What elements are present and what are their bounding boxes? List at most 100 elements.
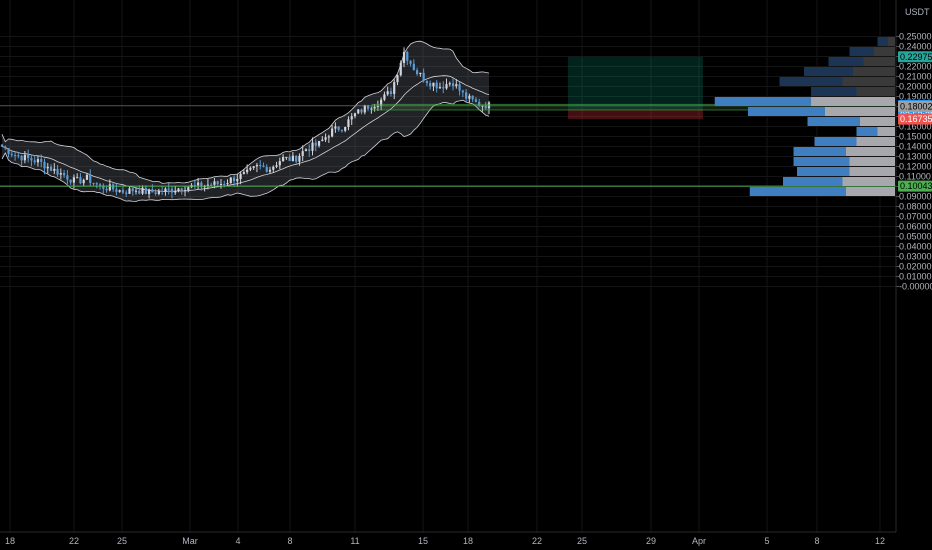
candle-body — [272, 166, 275, 170]
candle-body — [259, 165, 262, 167]
candle-body — [321, 139, 324, 141]
candle-body — [406, 51, 409, 61]
candle-body — [219, 183, 223, 185]
candle-body — [301, 151, 304, 156]
candle-body — [13, 154, 17, 156]
candle-body — [295, 155, 298, 162]
price-label: 0.11000 — [899, 172, 931, 182]
candle-body — [389, 91, 393, 94]
candle-body — [366, 105, 370, 109]
time-label: 25 — [577, 536, 587, 546]
candle-body — [92, 182, 95, 184]
price-label: 0.19000 — [899, 92, 932, 102]
price-tag — [898, 113, 932, 125]
vp-down-bar — [849, 167, 895, 176]
candle-body — [138, 190, 141, 194]
candle-body — [236, 179, 239, 182]
candle-body — [249, 167, 252, 170]
candle-body — [56, 168, 59, 175]
candle-body — [59, 173, 62, 175]
price-label: 0.03000 — [899, 252, 932, 262]
vp-up-bar — [779, 77, 843, 86]
vp-down-bar — [888, 37, 895, 46]
time-label: 5 — [764, 536, 769, 546]
candle-body — [285, 156, 288, 158]
candle-body — [442, 87, 445, 89]
candle-body — [174, 191, 177, 193]
time-label: 12 — [875, 536, 885, 546]
candle-body — [471, 95, 474, 100]
candle-body — [265, 167, 268, 172]
vp-down-bar — [874, 47, 895, 56]
vp-down-bar — [863, 57, 895, 66]
price-label: 0.16000 — [899, 122, 932, 132]
candle-body — [298, 155, 301, 162]
candle-body — [438, 87, 442, 89]
candle-body — [66, 175, 69, 180]
candle-body — [170, 188, 174, 193]
time-label: 11 — [350, 536, 359, 546]
candle-body — [373, 106, 376, 109]
vp-down-bar — [856, 137, 895, 146]
time-label: 18 — [5, 536, 15, 546]
candle-body — [226, 182, 229, 185]
candle-body — [239, 173, 242, 180]
candle-body — [49, 166, 53, 171]
candle-body — [435, 82, 438, 89]
candle-body — [17, 155, 20, 157]
candle-body — [141, 187, 144, 194]
candle-body — [386, 91, 389, 95]
price-label: 0.14000 — [899, 142, 932, 152]
long-position-tool[interactable] — [371, 56, 897, 120]
candle-body — [344, 127, 347, 131]
candle-body — [183, 190, 187, 192]
price-label: 0.20000 — [899, 82, 932, 92]
price-label: 0.04000 — [899, 242, 932, 252]
time-axis[interactable]: 18 22 25 Mar 4 8 11 15 18 22 25 29 Apr 5 8 12 — [0, 531, 896, 546]
candle-body — [33, 160, 36, 163]
candle-body — [399, 62, 402, 76]
candle-body — [412, 63, 415, 71]
candle-body — [164, 188, 167, 192]
candle-body — [154, 192, 157, 194]
price-tag-label: 0.22975 — [900, 52, 932, 62]
candle-body — [281, 157, 285, 162]
candle-body — [115, 189, 118, 192]
candle-body — [474, 99, 478, 102]
candle-body — [432, 82, 435, 87]
candle-body — [232, 177, 236, 182]
candle-body — [396, 75, 399, 83]
time-label: 8 — [814, 536, 819, 546]
price-tag-label: 0.18002 — [900, 101, 932, 111]
candle-body — [197, 182, 200, 186]
candle-body — [125, 192, 128, 194]
candle-body — [380, 99, 383, 106]
candle-body — [223, 183, 226, 185]
candle-body — [402, 51, 406, 63]
candle-body — [455, 84, 458, 87]
candle-body — [46, 166, 49, 169]
vp-down-bar — [877, 127, 895, 136]
candle-body — [134, 190, 138, 192]
time-label: 22 — [532, 536, 542, 546]
bollinger-basis — [1, 75, 490, 192]
grid — [0, 0, 896, 532]
candle-body — [429, 83, 432, 87]
candle-body — [376, 105, 379, 107]
vp-up-bar — [793, 147, 846, 156]
candle-body — [40, 159, 43, 162]
candle-body — [105, 188, 108, 191]
price-label: 0.09000 — [899, 192, 932, 202]
candle-body — [108, 184, 111, 191]
price-tags: 0.229750.1810403:52:280.180020.167350.10… — [898, 51, 932, 192]
candle-body — [383, 94, 386, 100]
candle-body — [409, 60, 412, 64]
price-label: 0.21000 — [899, 72, 932, 82]
candle-body — [229, 177, 232, 183]
candle-body — [419, 72, 422, 75]
candle-body — [451, 83, 455, 87]
candle-body — [252, 166, 255, 168]
candle-body — [347, 119, 350, 128]
